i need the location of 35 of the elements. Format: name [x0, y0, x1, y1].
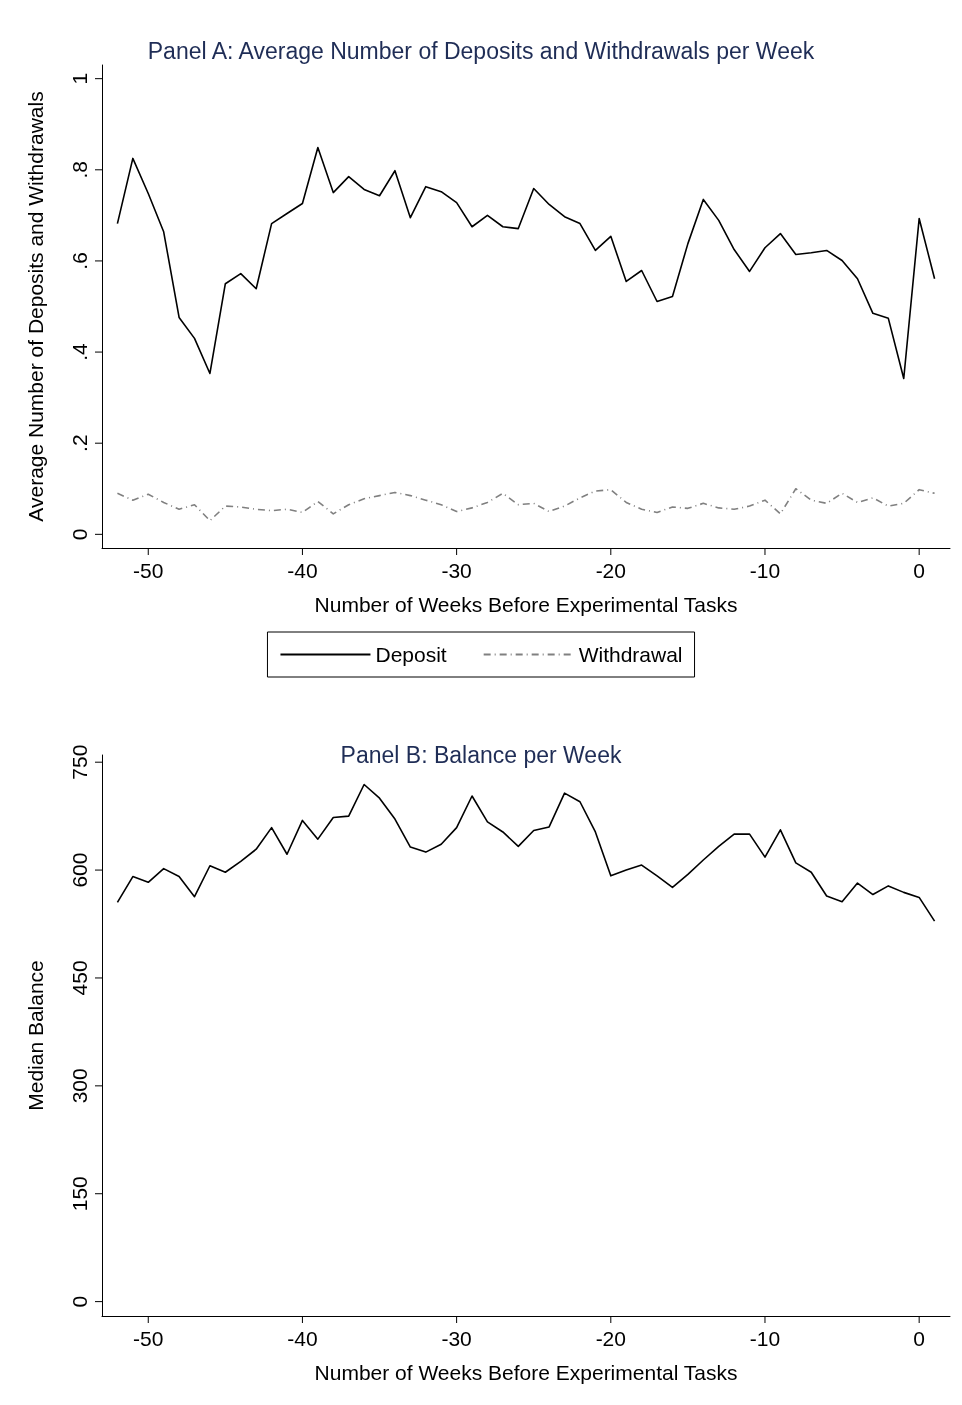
- y-tick-label: 750: [68, 744, 91, 780]
- y-tick-label: .2: [68, 434, 91, 452]
- y-tick-label: 0: [68, 528, 91, 541]
- x-tick-label: -30: [441, 1327, 472, 1350]
- x-tick-label: -10: [749, 1327, 781, 1350]
- y-tick-label: 0: [68, 1295, 91, 1308]
- line-series: [116, 487, 936, 522]
- y-axis-title: Median Balance: [24, 960, 47, 1111]
- y-tick-label: .8: [68, 161, 91, 179]
- x-tick-label: -50: [133, 1327, 164, 1350]
- x-tick-label: -50: [133, 559, 164, 582]
- x-axis-title: Number of Weeks Before Experimental Tasks: [314, 593, 738, 616]
- x-axis-title: Number of Weeks Before Experimental Tasks: [314, 1361, 738, 1384]
- x-tick-label: -40: [287, 559, 318, 582]
- y-tick-label: 450: [68, 960, 91, 996]
- x-tick-label: 0: [913, 1327, 926, 1350]
- x-tick-label: -10: [749, 559, 781, 582]
- chart-title: Panel B: Balance per Week: [340, 741, 622, 768]
- x-tick-label: -40: [287, 1327, 318, 1350]
- line-series: [116, 783, 936, 922]
- y-tick-label: .6: [68, 252, 91, 270]
- x-tick-label: 0: [913, 559, 926, 582]
- x-tick-label: -30: [441, 559, 472, 582]
- x-tick-label: -20: [595, 1327, 626, 1350]
- legend-label: Withdrawal: [578, 643, 683, 666]
- x-tick-label: -20: [595, 559, 626, 582]
- y-axis-title: Average Number of Deposits and Withdrawals: [24, 91, 47, 522]
- line-series: [116, 146, 936, 380]
- y-tick-label: .4: [68, 342, 91, 361]
- chart-title: Panel A: Average Number of Deposits and Withdrawals per Week: [147, 37, 815, 64]
- y-tick-label: 600: [68, 852, 91, 888]
- y-tick-label: 150: [68, 1176, 91, 1212]
- y-tick-label: 1: [68, 72, 91, 85]
- y-tick-label: 300: [68, 1068, 91, 1104]
- legend-label: Deposit: [375, 643, 447, 666]
